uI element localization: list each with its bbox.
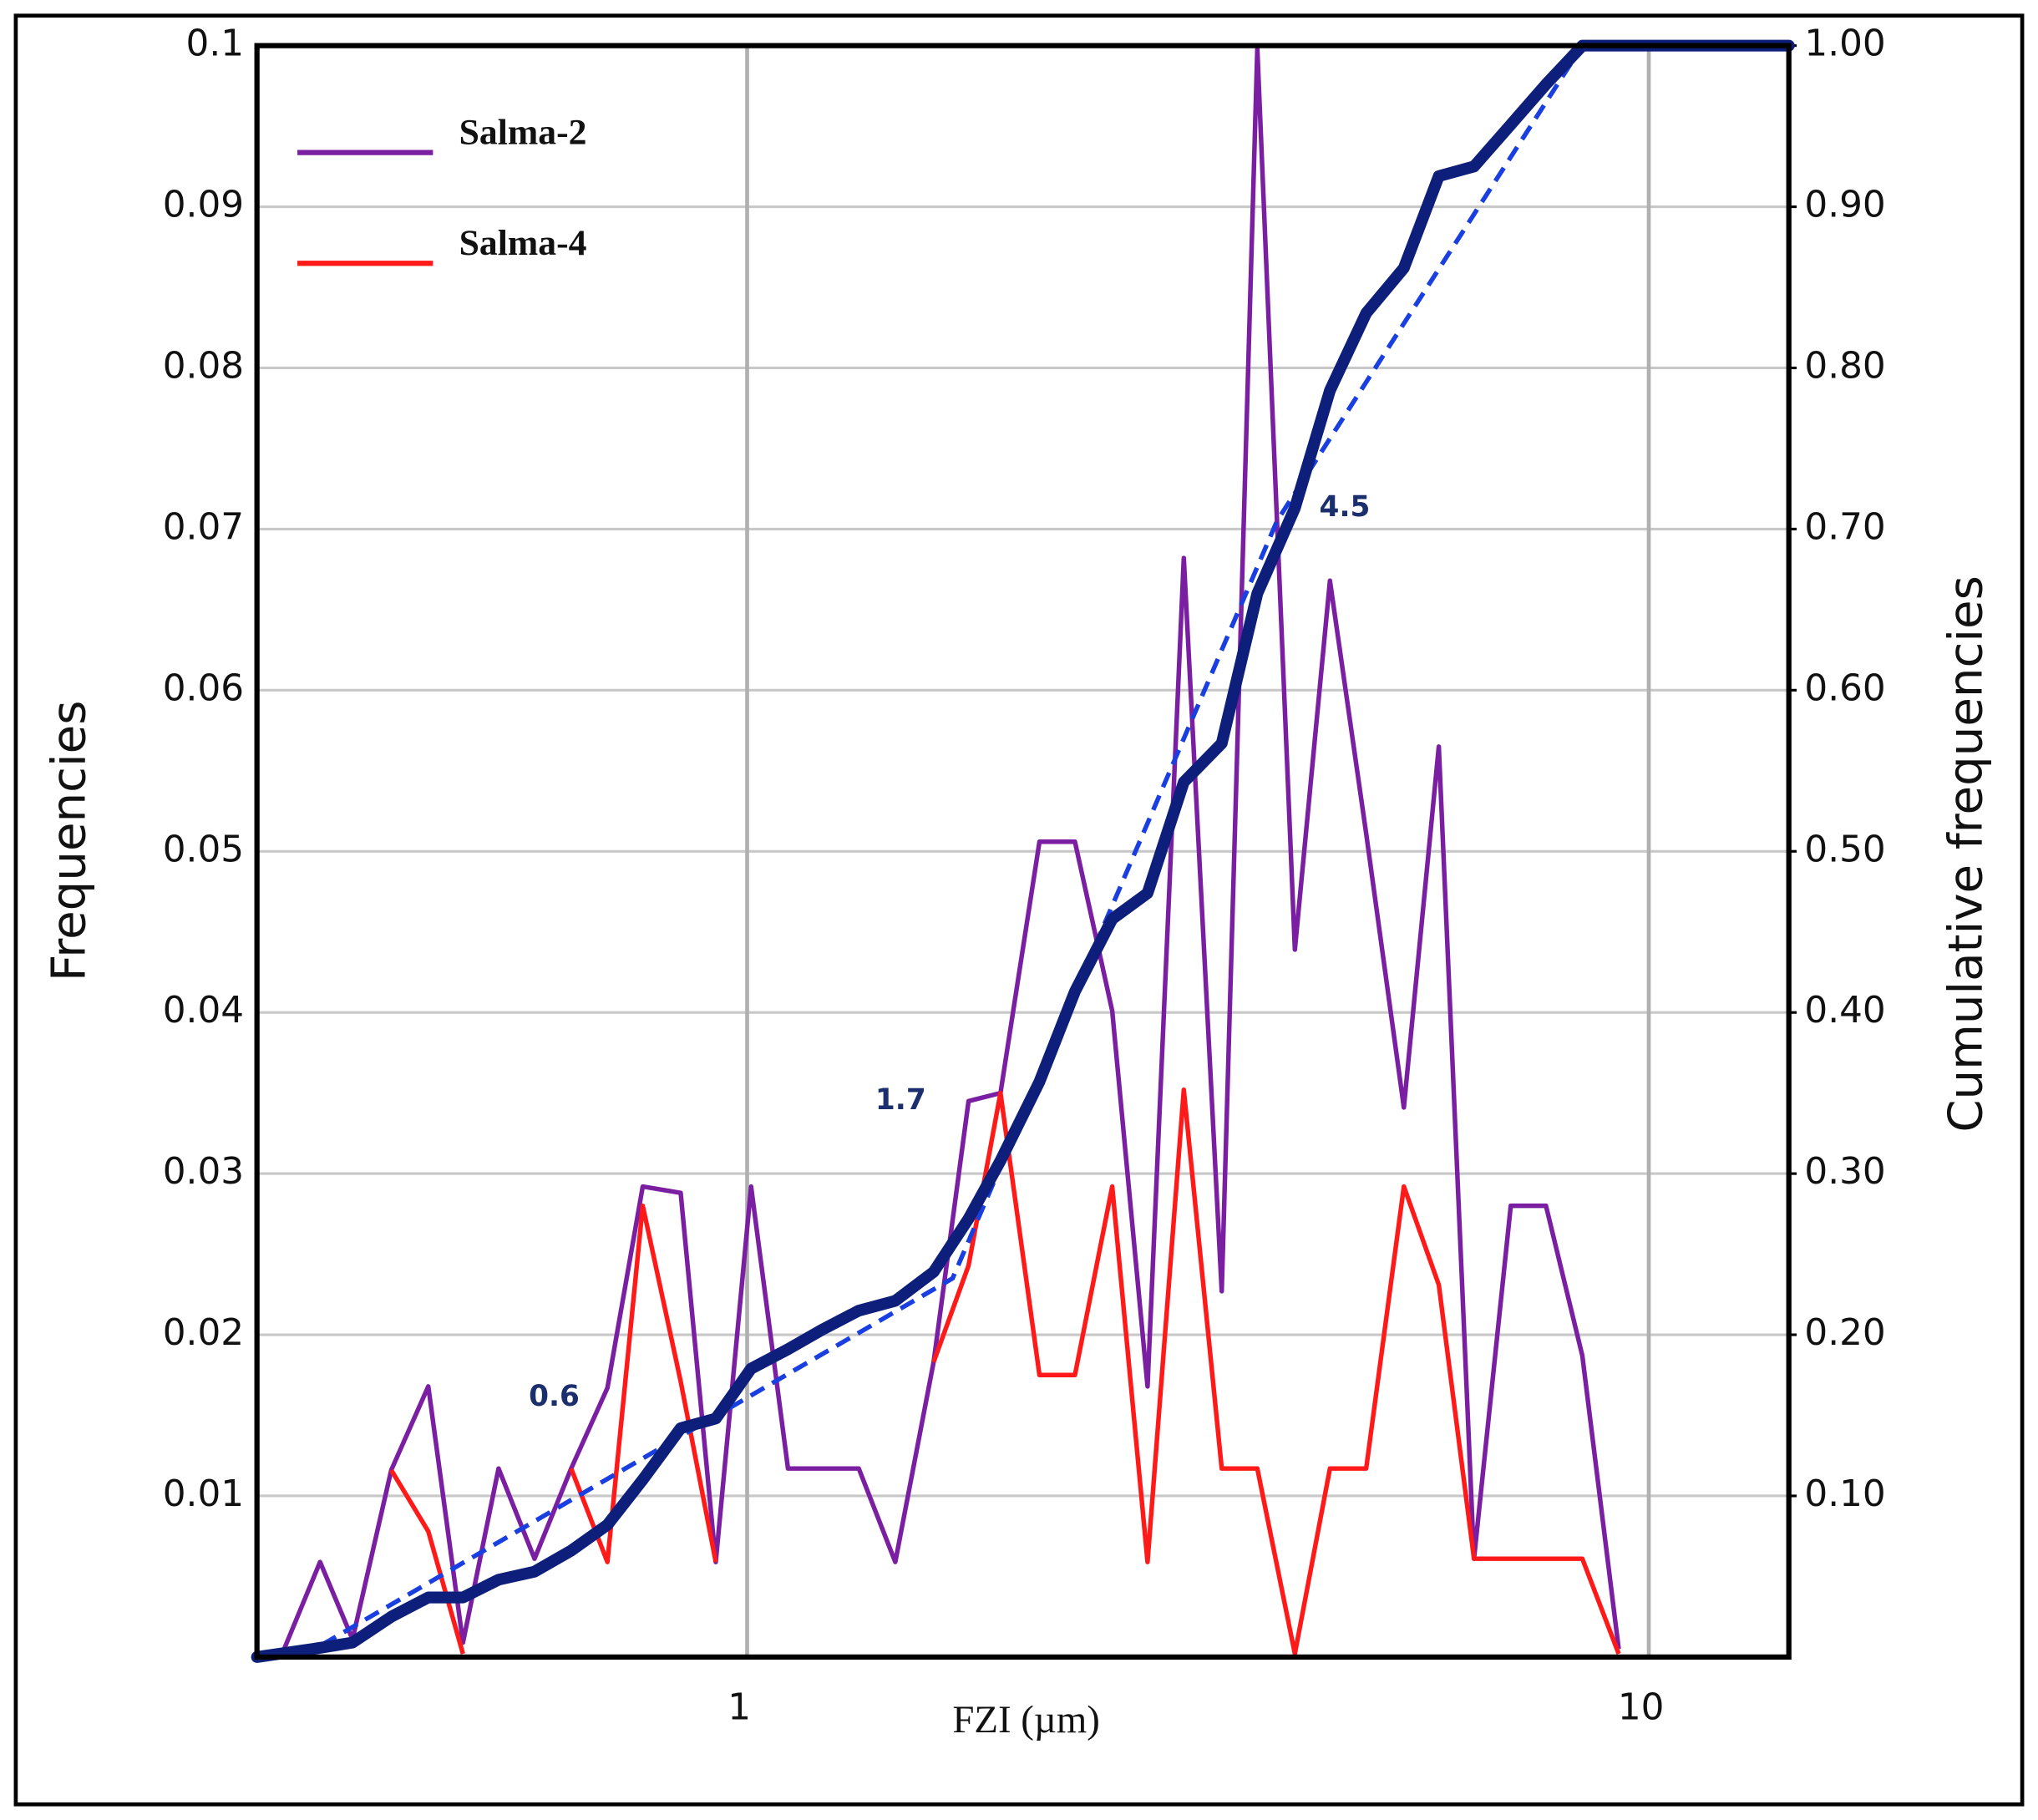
annotation: 4.5 [1320,490,1371,524]
y-tick-label: 0.01 [163,1473,244,1515]
plot-border [254,43,1792,1660]
series-line [278,46,1621,1658]
y-tick-label: 0.09 [163,184,244,226]
marks [251,39,1795,1663]
y-tick-label: 0.02 [163,1311,244,1354]
annotation: 0.6 [529,1380,580,1413]
y2-tick-label: 0.60 [1804,667,1885,709]
y2-tick-label: 0.10 [1804,1473,1885,1515]
y-tick-label: 0.05 [163,828,244,870]
y-tick-label: 0.08 [163,344,244,387]
y2-tick-label: 0.40 [1804,989,1885,1032]
y-tick-label: 0.1 [186,23,244,65]
y-tick-label: 0.04 [163,989,244,1032]
y-axis-label: Frequencies [43,701,97,981]
y2-tick-label: 0.80 [1804,344,1885,387]
x-tick-label: 10 [1618,1686,1665,1728]
y-tick-label: 0.03 [163,1150,244,1193]
y2-tick-label: 0.50 [1804,828,1885,870]
annotation: 1.7 [875,1083,926,1117]
y-tick-label: 0.06 [163,667,244,709]
fit-line [299,44,1584,1660]
cumulative-line [251,39,1795,1663]
y-tick-label: 0.07 [163,505,244,548]
y2-tick-label: 0.70 [1804,505,1885,548]
y2-tick-label: 0.90 [1804,184,1885,226]
y2-axis-label: Cumulative frequencies [1939,575,1994,1133]
y2-tick-label: 0.20 [1804,1311,1885,1354]
x-axis-label: FZI (µm) [952,1698,1099,1741]
y2-tick-label: 0.30 [1804,1150,1885,1193]
legend-label: Salma-4 [459,223,587,263]
x-tick-label: 1 [727,1686,751,1728]
y2-tick-label: 1.00 [1804,23,1885,65]
legend-label: Salma-2 [459,112,587,152]
